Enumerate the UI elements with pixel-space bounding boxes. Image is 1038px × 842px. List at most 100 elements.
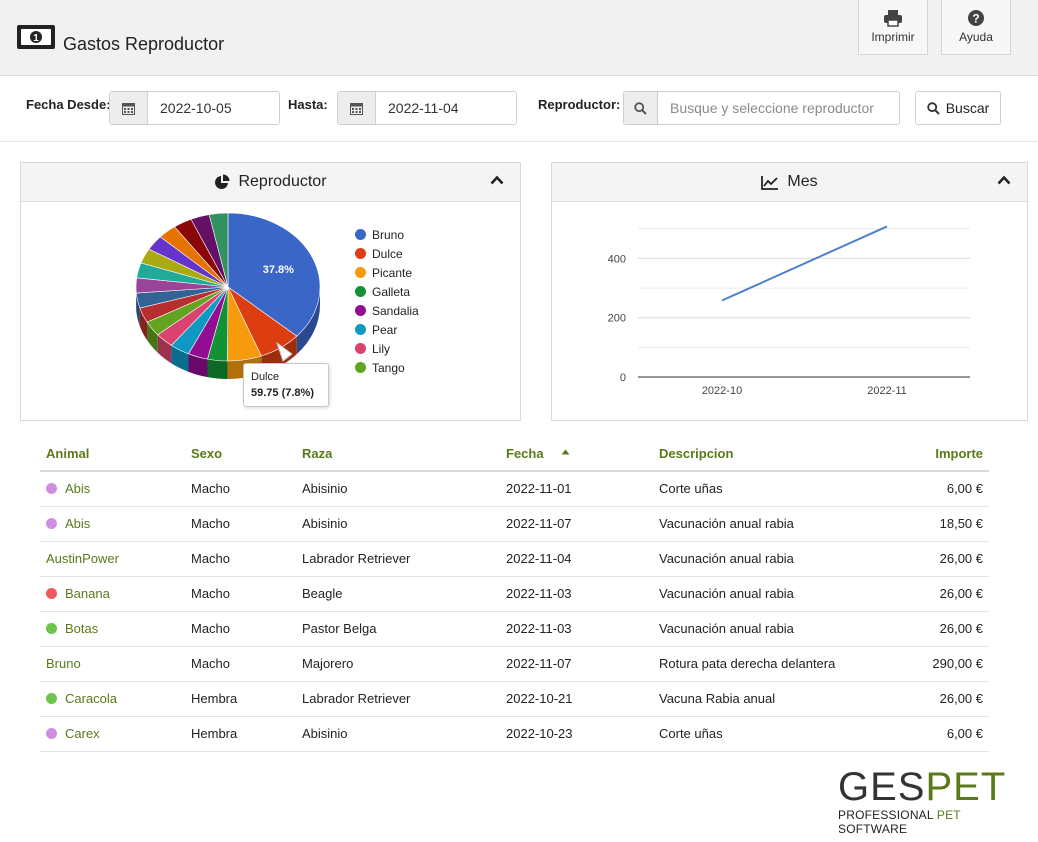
legend-swatch xyxy=(355,267,366,278)
chevron-up-icon[interactable] xyxy=(490,175,504,185)
column-header-raza[interactable]: Raza xyxy=(296,436,500,472)
pie-slice-side xyxy=(136,293,140,327)
animal-link[interactable]: Carex xyxy=(65,726,100,741)
animal-link[interactable]: Caracola xyxy=(65,691,118,706)
breeder-search-field[interactable]: Busque y seleccione reproductor xyxy=(623,91,900,125)
cell-fecha: 2022-11-03 xyxy=(500,611,653,647)
column-header-animal[interactable]: Animal xyxy=(40,436,185,472)
date-from-input[interactable]: 2022-10-05 xyxy=(160,100,232,116)
animal-link[interactable]: Bruno xyxy=(46,656,81,671)
printer-icon xyxy=(884,10,902,27)
legend-item[interactable]: Lily xyxy=(355,339,419,358)
search-button[interactable]: Buscar xyxy=(915,91,1001,125)
cell-descripcion: Vacunación anual rabia xyxy=(653,541,893,577)
chevron-up-icon[interactable] xyxy=(997,175,1011,185)
table-row[interactable]: Banana Macho Beagle 2022-11-03 Vacunación an… xyxy=(40,576,989,612)
cell-animal[interactable]: Caracola xyxy=(40,681,185,717)
cell-animal[interactable]: Abis xyxy=(40,506,185,542)
calendar-icon[interactable] xyxy=(338,92,376,124)
animal-link[interactable]: Banana xyxy=(65,586,110,601)
cell-raza: Labrador Retriever xyxy=(296,681,500,717)
table-row[interactable]: Caracola Hembra Labrador Retriever 2022-10-… xyxy=(40,681,989,717)
cell-animal[interactable]: Carex xyxy=(40,716,185,752)
calendar-icon[interactable] xyxy=(110,92,148,124)
series-line xyxy=(721,225,888,302)
legend-item[interactable]: Dulce xyxy=(355,244,419,263)
date-to-field[interactable]: 2022-11-04 xyxy=(337,91,517,125)
status-dot xyxy=(46,518,57,529)
legend-item[interactable]: Galleta xyxy=(355,282,419,301)
status-dot xyxy=(46,693,57,704)
legend-item[interactable]: Tango xyxy=(355,358,419,377)
column-header-importe[interactable]: Importe xyxy=(893,436,989,472)
table-row[interactable]: Carex Hembra Abisinio 2022-10-23 Corte uñas 6… xyxy=(40,716,989,752)
svg-text:?: ? xyxy=(972,12,979,26)
table-row[interactable]: AustinPower Macho Labrador Retriever 2022-1… xyxy=(40,541,989,577)
cell-raza: Beagle xyxy=(296,576,500,612)
legend-swatch xyxy=(355,324,366,335)
status-dot xyxy=(46,588,57,599)
help-button[interactable]: ? Ayuda xyxy=(941,0,1011,55)
breeder-search-input[interactable]: Busque y seleccione reproductor xyxy=(670,100,874,116)
x-tick-label: 2022-11 xyxy=(867,385,907,397)
cell-raza: Pastor Belga xyxy=(296,611,500,647)
cell-raza: Abisinio xyxy=(296,716,500,752)
cell-importe: 18,50 € xyxy=(893,506,989,542)
animal-link[interactable]: Abis xyxy=(65,516,91,531)
y-tick-label: 0 xyxy=(620,372,626,384)
line-chart-icon xyxy=(761,175,779,190)
date-from-field[interactable]: 2022-10-05 xyxy=(109,91,280,125)
panel-header: Mes xyxy=(552,163,1027,202)
search-icon xyxy=(624,92,658,124)
animal-link[interactable]: Abis xyxy=(65,481,91,497)
table-row[interactable]: Abis Macho Abisinio 2022-11-01 Corte uñas 6,0… xyxy=(40,471,989,507)
cell-fecha: 2022-11-07 xyxy=(500,506,653,542)
legend-item[interactable]: Bruno xyxy=(355,225,419,244)
date-to-input[interactable]: 2022-11-04 xyxy=(388,100,459,116)
status-dot xyxy=(46,728,57,739)
cell-sexo: Macho xyxy=(185,576,296,612)
cell-raza: Abisinio xyxy=(296,471,500,507)
cell-animal[interactable]: AustinPower xyxy=(40,541,185,577)
cell-descripcion: Vacunación anual rabia xyxy=(653,611,893,647)
tooltip-pointer xyxy=(276,341,293,362)
cell-sexo: Macho xyxy=(185,506,296,542)
legend-label: Tango xyxy=(372,360,405,375)
table-row[interactable]: Bruno Macho Majorero 2022-11-07 Rotura pata … xyxy=(40,646,989,682)
legend-item[interactable]: Sandalia xyxy=(355,301,419,320)
panel-title: Reproductor xyxy=(238,173,327,190)
cell-animal[interactable]: Bruno xyxy=(40,646,185,682)
print-button[interactable]: Imprimir xyxy=(858,0,928,55)
chart-tooltip: Dulce 59.75 (7.8%) xyxy=(243,363,329,407)
column-header-descripcion[interactable]: Descripcion xyxy=(653,436,893,472)
animal-link[interactable]: Botas xyxy=(65,621,99,636)
cell-animal[interactable]: Botas xyxy=(40,611,185,647)
table-row[interactable]: Botas Macho Pastor Belga 2022-11-03 Vacunaci… xyxy=(40,611,989,647)
pie-slice-side xyxy=(296,287,320,355)
table-body: Abis Macho Abisinio 2022-11-01 Corte uñas 6,0… xyxy=(40,471,989,752)
pie-slice-side xyxy=(171,345,189,372)
cell-importe: 6,00 € xyxy=(893,471,989,507)
legend-swatch xyxy=(355,305,366,316)
cell-importe: 26,00 € xyxy=(893,576,989,612)
cell-animal[interactable]: Abis xyxy=(40,471,185,507)
tooltip-value: 59.75 (7.8%) xyxy=(251,387,314,399)
svg-text:1: 1 xyxy=(33,33,39,44)
column-header-sexo[interactable]: Sexo xyxy=(185,436,296,472)
cell-animal[interactable]: Banana xyxy=(40,576,185,612)
animal-link[interactable]: AustinPower xyxy=(46,551,119,566)
legend-item[interactable]: Picante xyxy=(355,263,419,282)
cell-descripcion: Vacunación anual rabia xyxy=(653,506,893,542)
legend-swatch xyxy=(355,286,366,297)
cell-descripcion: Rotura pata derecha delantera xyxy=(653,646,893,682)
column-header-fecha[interactable]: Fecha xyxy=(500,436,653,472)
cell-fecha: 2022-11-07 xyxy=(500,646,653,682)
pie-slice-side xyxy=(139,308,148,341)
table-header-row: Animal Sexo Raza Fecha Descripcion Impor… xyxy=(40,436,989,472)
sort-ascending-icon[interactable] xyxy=(561,449,570,455)
legend-item[interactable]: Pear xyxy=(355,320,419,339)
cell-sexo: Macho xyxy=(185,611,296,647)
pie-chart-icon xyxy=(215,174,230,189)
pie-slice-side xyxy=(188,353,208,378)
table-row[interactable]: Abis Macho Abisinio 2022-11-07 Vacunación an… xyxy=(40,506,989,542)
